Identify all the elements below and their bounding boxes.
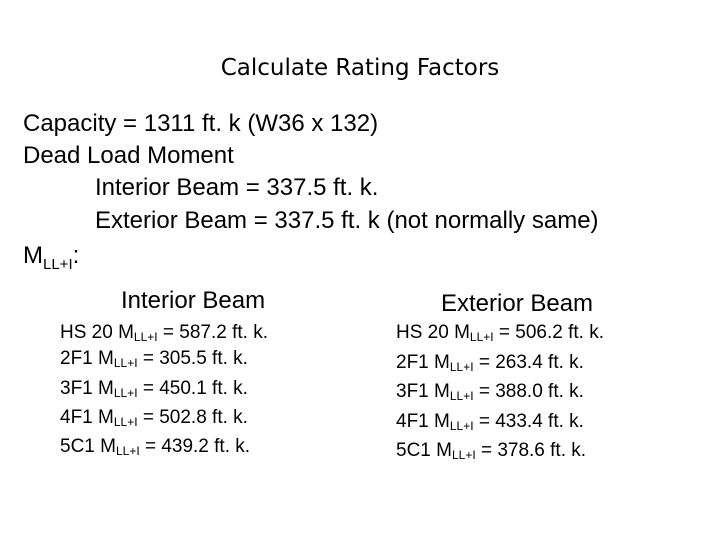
row-subscript: LL+I [115, 444, 140, 458]
row-prefix: 3F1 M [60, 378, 114, 399]
row-prefix: 3F1 M [396, 381, 450, 402]
dead-load-heading: Dead Load Moment [23, 142, 234, 169]
exterior-row: 2F1 MLL+I = 263.4 ft. k. [396, 351, 584, 375]
row-prefix: 5C1 M [396, 440, 452, 461]
row-subscript: LL+I [449, 389, 474, 403]
live-load-moment-label: MLL+I: [23, 240, 79, 272]
row-subscript: LL+I [451, 448, 476, 462]
row-prefix: HS 20 M [60, 322, 134, 343]
dead-load-interior: Interior Beam = 337.5 ft. k. [95, 174, 379, 201]
row-prefix: HS 20 M [396, 322, 470, 343]
row-value: = 305.5 ft. k. [137, 348, 248, 369]
exterior-row: 4F1 MLL+I = 433.4 ft. k. [396, 410, 584, 434]
row-subscript: LL+I [449, 360, 474, 374]
exterior-beam-heading: Exterior Beam [441, 290, 594, 317]
row-prefix: 4F1 M [60, 407, 114, 428]
interior-row: 2F1 MLL+I = 305.5 ft. k. [60, 347, 248, 371]
row-subscript: LL+I [113, 415, 138, 429]
row-value: = 506.2 ft. k. [493, 322, 604, 343]
mll-suffix: : [72, 242, 80, 269]
row-prefix: 4F1 M [396, 411, 450, 432]
interior-beam-heading: Interior Beam [121, 287, 266, 314]
row-value: = 450.1 ft. k. [137, 378, 248, 399]
interior-row: 3F1 MLL+I = 450.1 ft. k. [60, 377, 248, 401]
row-value: = 263.4 ft. k. [473, 352, 584, 373]
row-subscript: LL+I [449, 419, 474, 433]
row-value: = 388.0 ft. k. [473, 381, 584, 402]
row-subscript: LL+I [133, 330, 158, 344]
row-subscript: LL+I [113, 356, 138, 370]
interior-row: HS 20 MLL+I = 587.2 ft. k. [60, 321, 268, 345]
dead-load-exterior: Exterior Beam = 337.5 ft. k (not normall… [95, 207, 599, 234]
row-prefix: 5C1 M [60, 436, 116, 457]
exterior-row: 5C1 MLL+I = 378.6 ft. k. [396, 439, 586, 463]
interior-row: 5C1 MLL+I = 439.2 ft. k. [60, 435, 250, 459]
row-value: = 587.2 ft. k. [157, 322, 268, 343]
mll-subscript: LL+I [43, 256, 73, 273]
mll-symbol: M [23, 242, 43, 269]
row-subscript: LL+I [113, 386, 138, 400]
row-value: = 433.4 ft. k. [473, 411, 584, 432]
row-prefix: 2F1 M [60, 348, 114, 369]
row-value: = 502.8 ft. k. [137, 407, 248, 428]
row-prefix: 2F1 M [396, 352, 450, 373]
exterior-row: HS 20 MLL+I = 506.2 ft. k. [396, 321, 604, 345]
exterior-row: 3F1 MLL+I = 388.0 ft. k. [396, 380, 584, 404]
interior-row: 4F1 MLL+I = 502.8 ft. k. [60, 406, 248, 430]
row-value: = 378.6 ft. k. [475, 440, 587, 461]
slide-title: Calculate Rating Factors [220, 55, 500, 81]
capacity-line: Capacity = 1311 ft. k (W36 x 132) [23, 110, 379, 137]
row-subscript: LL+I [469, 330, 494, 344]
row-value: = 439.2 ft. k. [139, 436, 251, 457]
